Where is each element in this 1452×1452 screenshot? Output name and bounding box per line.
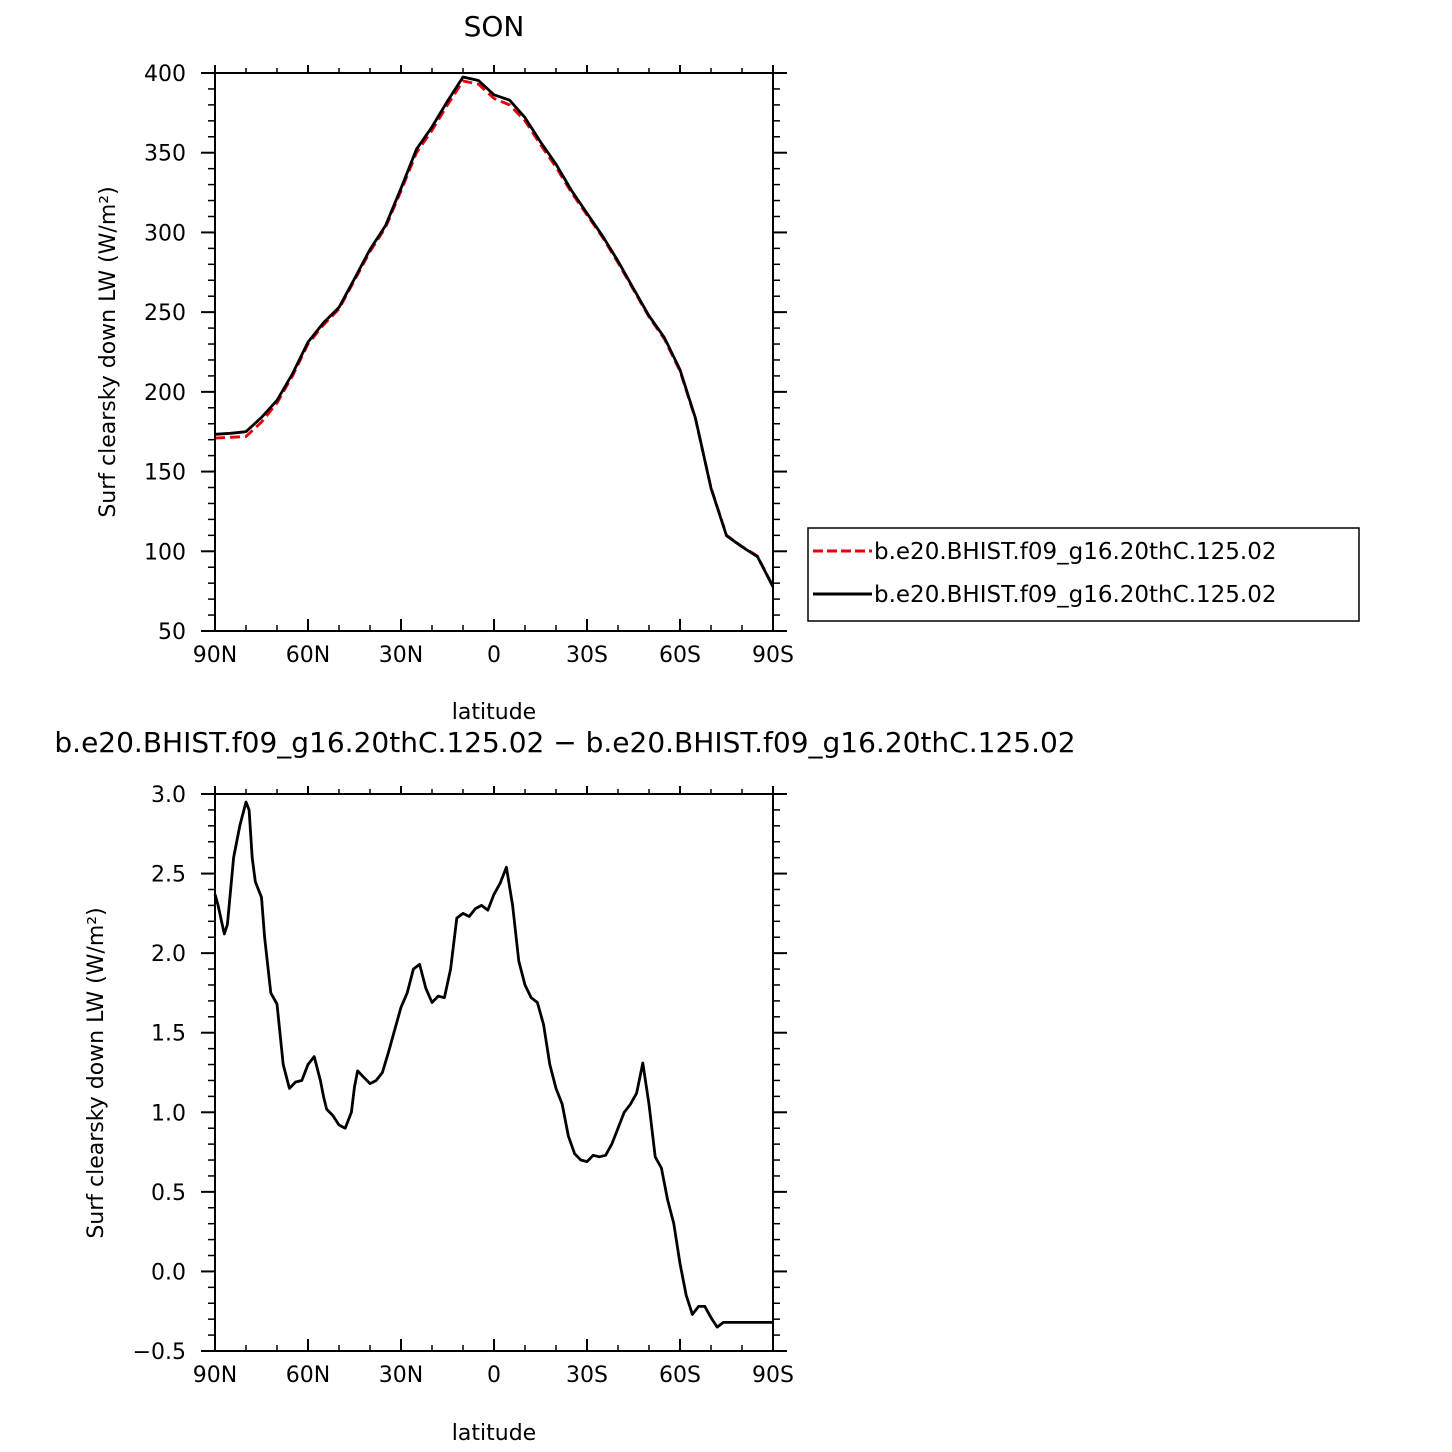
y-tick-label: 0.5 — [151, 1181, 186, 1206]
x-tick-label: 30N — [379, 1363, 423, 1388]
series-line-0-1 — [214, 75, 775, 588]
bottom-ticks-layer: 90N 60N 30N 0 30S 60S 90S −0.5 0.0 0.5 1.0 1.5 2.0 2.… — [133, 783, 794, 1388]
bottom-panel: b.e20.BHIST.f09_g16.20thC.125.02 − b.e20… — [54, 726, 1075, 1446]
y-tick-label: 1.5 — [151, 1022, 186, 1047]
x-tick-label: 60S — [659, 643, 701, 668]
y-tick-label: 300 — [144, 221, 186, 246]
y-tick-label: 1.0 — [151, 1101, 186, 1126]
x-tick-label: 0 — [487, 1363, 501, 1388]
x-tick-label: 90N — [193, 643, 237, 668]
top-chart-title: SON — [464, 10, 525, 43]
y-tick-label: 400 — [144, 62, 186, 87]
series-line-0-0 — [214, 79, 775, 588]
top-series-layer — [214, 75, 775, 588]
bottom-chart-title: b.e20.BHIST.f09_g16.20thC.125.02 − b.e20… — [54, 726, 1075, 759]
x-tick-label: 0 — [487, 643, 501, 668]
top-y-axis-title: Surf clearsky down LW (W/m²) — [96, 186, 121, 517]
x-tick-label: 90S — [752, 643, 794, 668]
y-tick-label: 100 — [144, 540, 186, 565]
top-ticks-layer: 90N 60N 30N 0 30S 60S 90S 50 100 150 200 250 300 350 4… — [144, 62, 794, 668]
top-panel: SON 90N 60N 30N 0 30S 60S 90S 50 100 150 200 250 300… — [96, 10, 1360, 725]
y-tick-label: 0.0 — [151, 1260, 186, 1285]
x-tick-label: 60N — [286, 1363, 330, 1388]
y-tick-label: 2.5 — [151, 863, 186, 888]
x-tick-label: 60N — [286, 643, 330, 668]
y-tick-label: 150 — [144, 461, 186, 486]
legend-label-1: b.e20.BHIST.f09_g16.20thC.125.02 — [874, 582, 1276, 608]
x-tick-label: 30N — [379, 643, 423, 668]
bottom-series-layer — [213, 800, 773, 1329]
y-tick-label: 3.0 — [151, 783, 186, 808]
x-tick-label: 30S — [566, 643, 608, 668]
x-tick-label: 90N — [193, 1363, 237, 1388]
bottom-plot-frame — [214, 793, 774, 1352]
y-tick-label: 2.0 — [151, 942, 186, 967]
y-tick-label: 50 — [158, 620, 186, 645]
y-tick-label: 250 — [144, 301, 186, 326]
x-tick-label: 60S — [659, 1363, 701, 1388]
legend-box — [807, 527, 1360, 622]
y-tick-label: 200 — [144, 381, 186, 406]
y-tick-label: 350 — [144, 142, 186, 167]
bottom-x-axis-title: latitude — [452, 1421, 536, 1446]
top-plot-frame — [214, 72, 774, 632]
series-line-1-0 — [213, 800, 773, 1329]
legend: b.e20.BHIST.f09_g16.20thC.125.02 b.e20.B… — [807, 527, 1360, 622]
bottom-y-axis-title: Surf clearsky down LW (W/m²) — [84, 907, 109, 1238]
top-x-axis-title: latitude — [452, 700, 536, 725]
x-tick-label: 30S — [566, 1363, 608, 1388]
x-tick-label: 90S — [752, 1363, 794, 1388]
legend-label-0: b.e20.BHIST.f09_g16.20thC.125.02 — [874, 539, 1276, 565]
y-tick-label: −0.5 — [133, 1340, 186, 1365]
